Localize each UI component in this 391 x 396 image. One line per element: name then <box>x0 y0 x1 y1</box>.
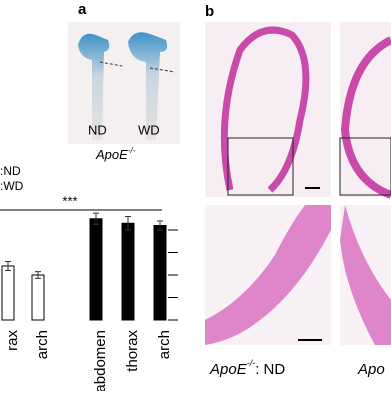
error-bar <box>125 216 131 231</box>
gene: ApoE <box>209 361 248 378</box>
bar <box>89 218 103 321</box>
cut-line <box>99 61 123 67</box>
bar <box>121 222 135 321</box>
inset-box <box>339 137 391 196</box>
cut-line <box>149 67 176 73</box>
x-tick-label: arch <box>156 330 173 359</box>
vessel-wall <box>220 26 310 193</box>
bar <box>1 265 15 321</box>
caption: Apo <box>357 361 385 378</box>
bar <box>153 225 167 321</box>
panel-label: a <box>78 1 87 18</box>
superscript: -/- <box>247 358 256 368</box>
caption: ApoE-/- <box>95 146 136 162</box>
x-tick-label: thorax <box>124 330 141 372</box>
error-bar <box>157 220 163 231</box>
vessel-wall <box>340 36 391 199</box>
bar-chart: :ND:WD***rax arch abdomen thorax arch <box>0 164 178 393</box>
inset-box <box>227 137 294 196</box>
superscript: -/- <box>128 146 136 155</box>
x-tick-label: arch <box>34 330 51 359</box>
error-bar <box>35 271 41 279</box>
x-tick-label: abdomen <box>92 330 109 391</box>
image-label: WD <box>138 122 160 137</box>
gene: ApoE <box>95 147 128 162</box>
panel-label: b <box>205 3 214 20</box>
caption: ApoE-/-: ND <box>209 358 285 378</box>
vessel-wall <box>205 205 331 345</box>
legend-label: :WD <box>0 179 24 193</box>
vessel-wall <box>340 205 391 345</box>
error-bar <box>93 212 99 225</box>
aorta <box>78 33 110 140</box>
x-tick-label: rax <box>4 330 21 351</box>
image-label: ND <box>88 122 107 137</box>
legend-label: :ND <box>0 164 21 178</box>
aorta <box>128 32 168 141</box>
significance: *** <box>62 193 77 208</box>
error-bar <box>5 261 11 271</box>
bar <box>31 274 45 321</box>
suffix: : ND <box>255 361 285 378</box>
